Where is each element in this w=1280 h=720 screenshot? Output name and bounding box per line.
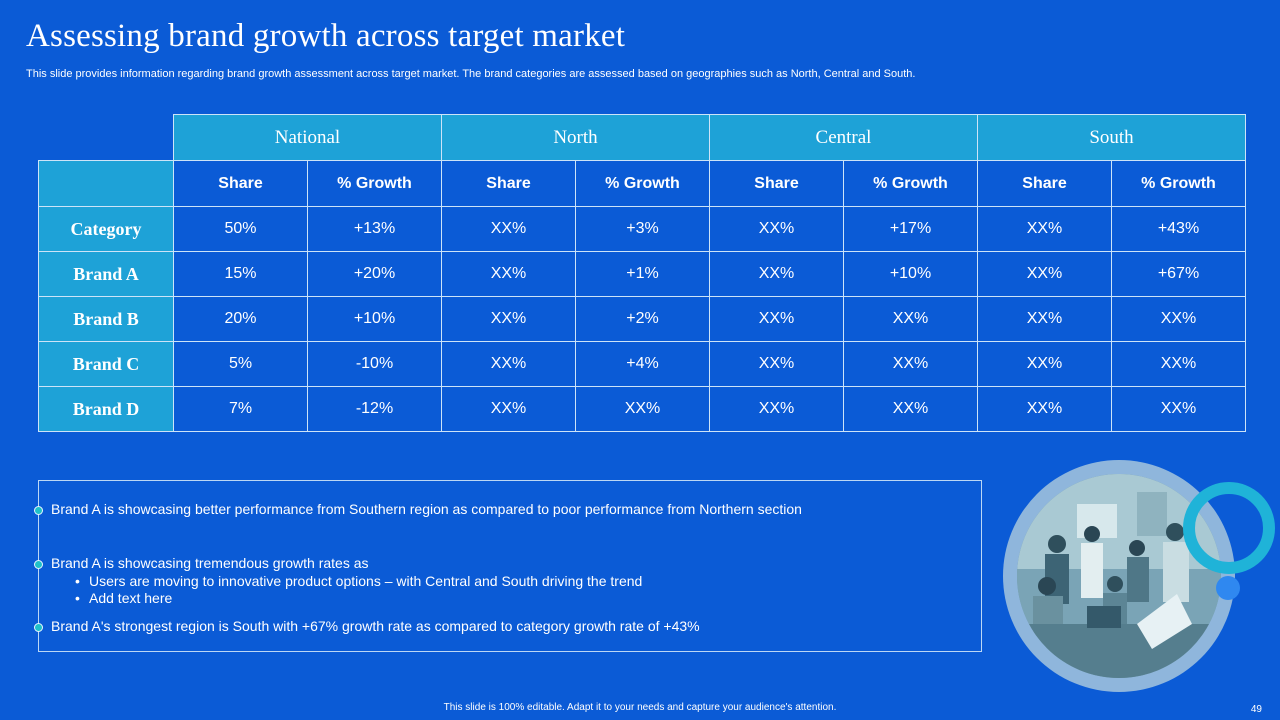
table-cell: +10% [307,296,442,342]
table-cell: +13% [307,206,442,252]
table-cell: XX% [843,386,978,432]
table-cell: XX% [441,206,576,252]
table-cell: XX% [977,296,1112,342]
table-cell: XX% [977,251,1112,297]
table-cell: +67% [1111,251,1246,297]
slide-subtitle: This slide provides information regardin… [26,68,916,80]
page-number: 49 [1250,704,1262,715]
bullet-dot-icon [34,560,43,569]
insight-text: Brand A is showcasing tremendous growth … [51,555,369,571]
table-cell: +20% [307,251,442,297]
table-cell: 15% [173,251,308,297]
subheader-growth: % Growth [843,160,978,207]
table-corner-cell [38,160,174,207]
team-photo-illustration [1003,460,1275,692]
table-cell: +10% [843,251,978,297]
decorative-dot-icon [1216,576,1240,600]
table-cell: XX% [1111,386,1246,432]
table-cell: 20% [173,296,308,342]
footer-note: This slide is 100% editable. Adapt it to… [443,702,837,713]
bullet-dot-icon [34,623,43,632]
table-row: Brand C 5% -10% XX% +4% XX% XX% XX% XX% [38,341,1246,387]
table-row: Category 50% +13% XX% +3% XX% +17% XX% +… [38,206,1246,252]
table-cell: +1% [575,251,710,297]
table-cell: XX% [977,206,1112,252]
table-cell: +43% [1111,206,1246,252]
table-cell: 7% [173,386,308,432]
table-cell: XX% [709,386,844,432]
slide-title: Assessing brand growth across target mar… [26,18,626,54]
decorative-ring-icon [1183,482,1275,574]
subheader-growth: % Growth [1111,160,1246,207]
insight-subbullet: Users are moving to innovative product o… [75,573,642,590]
region-header-south: South [977,114,1246,161]
table-cell: XX% [709,341,844,387]
subheader-growth: % Growth [575,160,710,207]
table-row: Brand A 15% +20% XX% +1% XX% +10% XX% +6… [38,251,1246,297]
table-cell: XX% [1111,296,1246,342]
insight-text: Brand A's strongest region is South with… [51,618,700,634]
subheader-share: Share [977,160,1112,207]
insight-subbullet: Add text here [75,590,642,607]
table-row: Brand B 20% +10% XX% +2% XX% XX% XX% XX% [38,296,1246,342]
table-cell: XX% [441,341,576,387]
table-cell: +17% [843,206,978,252]
insight-item: Brand A is showcasing better performance… [34,501,802,518]
table-cell: -10% [307,341,442,387]
subheader-share: Share [441,160,576,207]
insight-item: Brand A is showcasing tremendous growth … [34,555,642,607]
insight-item: Brand A's strongest region is South with… [34,618,700,635]
table-cell: XX% [709,251,844,297]
row-label: Brand D [38,386,174,432]
row-label: Brand C [38,341,174,387]
table-cell: XX% [441,296,576,342]
brand-growth-table: National North Central South Share % Gro… [38,114,1246,432]
row-label: Brand A [38,251,174,297]
subheader-growth: % Growth [307,160,442,207]
table-cell: XX% [843,296,978,342]
table-cell: XX% [709,206,844,252]
table-cell: +2% [575,296,710,342]
row-label: Category [38,206,174,252]
table-cell: 5% [173,341,308,387]
table-cell: XX% [977,386,1112,432]
table-cell: XX% [441,251,576,297]
subheader-share: Share [173,160,308,207]
insight-text: Brand A is showcasing better performance… [51,501,802,517]
table-cell: XX% [977,341,1112,387]
region-header-north: North [441,114,710,161]
insights-box: Brand A is showcasing better performance… [34,480,982,652]
row-label: Brand B [38,296,174,342]
table-cell: +4% [575,341,710,387]
table-cell: XX% [1111,341,1246,387]
subheader-share: Share [709,160,844,207]
table-cell: +3% [575,206,710,252]
table-cell: XX% [575,386,710,432]
region-header-national: National [173,114,442,161]
bullet-dot-icon [34,506,43,515]
table-row: Brand D 7% -12% XX% XX% XX% XX% XX% XX% [38,386,1246,432]
table-cell: 50% [173,206,308,252]
table-cell: XX% [843,341,978,387]
insight-subbullets: Users are moving to innovative product o… [51,573,642,607]
table-cell: XX% [441,386,576,432]
table-empty-corner [39,115,174,161]
region-header-central: Central [709,114,978,161]
table-cell: XX% [709,296,844,342]
table-cell: -12% [307,386,442,432]
